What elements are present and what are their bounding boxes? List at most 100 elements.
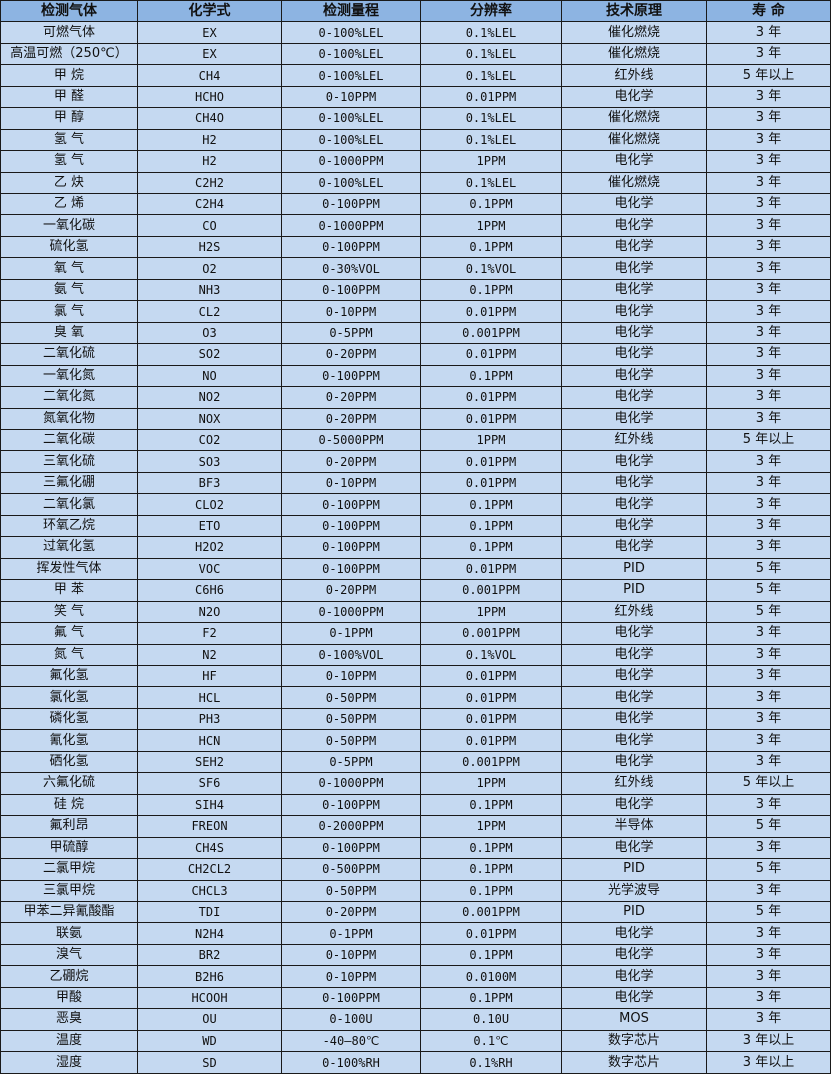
cell-gas-name: 硫化氢 bbox=[0, 235, 138, 259]
cell-resolution: 1PPM bbox=[420, 428, 562, 452]
cell-formula: CO2 bbox=[137, 428, 282, 452]
cell-principle: 电化学 bbox=[561, 386, 707, 409]
cell-gas-name: 甲 苯 bbox=[0, 579, 138, 602]
cell-formula: H2 bbox=[137, 128, 282, 152]
table-row: 二氧化氮 NO2 0-20PPM 0.01PPM 电化学 3 年 bbox=[0, 386, 831, 409]
table-row: 联氨 N2H4 0-1PPM 0.01PPM 电化学 3 年 bbox=[0, 922, 831, 945]
cell-formula: NH3 bbox=[137, 278, 282, 302]
table-row: 硅 烷 SIH4 0-100PPM 0.1PPM 电化学 3 年 bbox=[0, 793, 831, 817]
cell-gas-name: 一氧化碳 bbox=[0, 214, 138, 237]
cell-principle: 电化学 bbox=[561, 257, 707, 280]
cell-lifespan: 3 年 bbox=[706, 471, 831, 495]
cell-range: 0-20PPM bbox=[281, 386, 421, 409]
cell-range: 0-30%VOL bbox=[281, 257, 421, 280]
cell-gas-name: 二氧化碳 bbox=[0, 428, 138, 452]
table-row: 氮氧化物 NOX 0-20PPM 0.01PPM 电化学 3 年 bbox=[0, 407, 831, 431]
cell-gas-name: 三氯甲烷 bbox=[0, 879, 138, 902]
cell-gas-name: 溴气 bbox=[0, 943, 138, 967]
cell-lifespan: 3 年 bbox=[706, 664, 831, 688]
cell-range: 0-20PPM bbox=[281, 450, 421, 473]
table-row: 乙 烯 C2H4 0-100PPM 0.1PPM 电化学 3 年 bbox=[0, 193, 831, 216]
header-resolution: 分辨率 bbox=[420, 0, 562, 23]
cell-lifespan: 3 年 bbox=[706, 729, 831, 752]
cell-lifespan: 3 年 bbox=[706, 193, 831, 216]
table-row: 乙 炔 C2H2 0-100%LEL 0.1%LEL 催化燃烧 3 年 bbox=[0, 171, 831, 195]
cell-formula: H2S bbox=[137, 235, 282, 259]
cell-range: 0-50PPM bbox=[281, 707, 421, 731]
cell-lifespan: 5 年 bbox=[706, 815, 831, 838]
cell-resolution: 0.01PPM bbox=[420, 922, 562, 945]
cell-range: 0-10PPM bbox=[281, 943, 421, 967]
table-row: 环氧乙烷 ETO 0-100PPM 0.1PPM 电化学 3 年 bbox=[0, 514, 831, 538]
cell-formula: CL2 bbox=[137, 300, 282, 323]
cell-resolution: 0.1PPM bbox=[420, 879, 562, 902]
cell-range: 0-50PPM bbox=[281, 686, 421, 709]
cell-gas-name: 二氯甲烷 bbox=[0, 858, 138, 881]
cell-range: 0-100PPM bbox=[281, 793, 421, 817]
cell-principle: 电化学 bbox=[561, 407, 707, 431]
cell-lifespan: 5 年 bbox=[706, 900, 831, 924]
cell-range: 0-100PPM bbox=[281, 557, 421, 581]
cell-lifespan: 3 年 bbox=[706, 235, 831, 259]
cell-gas-name: 甲 醇 bbox=[0, 107, 138, 130]
cell-resolution: 1PPM bbox=[420, 600, 562, 624]
cell-range: 0-100%LEL bbox=[281, 42, 421, 66]
cell-resolution: 0.1℃ bbox=[420, 1029, 562, 1053]
table-row: 氧 气 O2 0-30%VOL 0.1%VOL 电化学 3 年 bbox=[0, 257, 831, 280]
cell-formula: NO bbox=[137, 364, 282, 388]
cell-gas-name: 氮 气 bbox=[0, 643, 138, 666]
cell-formula: SD bbox=[137, 1051, 282, 1074]
table-row: 硫化氢 H2S 0-100PPM 0.1PPM 电化学 3 年 bbox=[0, 235, 831, 259]
cell-principle: 电化学 bbox=[561, 750, 707, 774]
cell-lifespan: 3 年 bbox=[706, 343, 831, 366]
cell-formula: SO2 bbox=[137, 343, 282, 366]
cell-lifespan: 3 年 bbox=[706, 386, 831, 409]
cell-formula: CLO2 bbox=[137, 493, 282, 516]
cell-resolution: 0.1PPM bbox=[420, 193, 562, 216]
cell-principle: 电化学 bbox=[561, 450, 707, 473]
table-row: 甲硫醇 CH4S 0-100PPM 0.1PPM 电化学 3 年 bbox=[0, 836, 831, 860]
table-row: 三氧化硫 SO3 0-20PPM 0.01PPM 电化学 3 年 bbox=[0, 450, 831, 473]
cell-resolution: 0.1%RH bbox=[420, 1051, 562, 1074]
table-row: 过氧化氢 H2O2 0-100PPM 0.1PPM 电化学 3 年 bbox=[0, 536, 831, 559]
cell-resolution: 0.1%LEL bbox=[420, 128, 562, 152]
cell-resolution: 0.001PPM bbox=[420, 321, 562, 345]
table-row: 甲 苯 C6H6 0-20PPM 0.001PPM PID 5 年 bbox=[0, 579, 831, 602]
cell-resolution: 0.1PPM bbox=[420, 836, 562, 860]
cell-formula: SIH4 bbox=[137, 793, 282, 817]
cell-formula: F2 bbox=[137, 622, 282, 645]
cell-formula: N2O bbox=[137, 600, 282, 624]
cell-principle: 催化燃烧 bbox=[561, 171, 707, 195]
cell-formula: PH3 bbox=[137, 707, 282, 731]
table-row: 氯 气 CL2 0-10PPM 0.01PPM 电化学 3 年 bbox=[0, 300, 831, 323]
cell-range: 0-20PPM bbox=[281, 343, 421, 366]
cell-gas-name: 环氧乙烷 bbox=[0, 514, 138, 538]
table-row: 二氧化氯 CLO2 0-100PPM 0.1PPM 电化学 3 年 bbox=[0, 493, 831, 516]
table-row: 氢 气 H2 0-100%LEL 0.1%LEL 催化燃烧 3 年 bbox=[0, 128, 831, 152]
cell-resolution: 0.01PPM bbox=[420, 343, 562, 366]
cell-gas-name: 联氨 bbox=[0, 922, 138, 945]
cell-gas-name: 氯化氢 bbox=[0, 686, 138, 709]
cell-range: 0-100PPM bbox=[281, 536, 421, 559]
table-row: 溴气 BR2 0-10PPM 0.1PPM 电化学 3 年 bbox=[0, 943, 831, 967]
cell-resolution: 1PPM bbox=[420, 214, 562, 237]
cell-resolution: 0.1PPM bbox=[420, 278, 562, 302]
cell-resolution: 0.01PPM bbox=[420, 300, 562, 323]
cell-principle: 催化燃烧 bbox=[561, 42, 707, 66]
table-row: 甲酸 HCOOH 0-100PPM 0.1PPM 电化学 3 年 bbox=[0, 986, 831, 1010]
table-row: 氨 气 NH3 0-100PPM 0.1PPM 电化学 3 年 bbox=[0, 278, 831, 302]
cell-lifespan: 3 年 bbox=[706, 1008, 831, 1031]
cell-lifespan: 3 年 bbox=[706, 836, 831, 860]
cell-principle: 电化学 bbox=[561, 836, 707, 860]
cell-formula: NOX bbox=[137, 407, 282, 431]
cell-gas-name: 甲 醛 bbox=[0, 85, 138, 109]
header-lifespan: 寿 命 bbox=[706, 0, 831, 23]
cell-gas-name: 硅 烷 bbox=[0, 793, 138, 817]
cell-gas-name: 一氧化氮 bbox=[0, 364, 138, 388]
cell-gas-name: 可燃气体 bbox=[0, 21, 138, 44]
cell-principle: 电化学 bbox=[561, 729, 707, 752]
cell-lifespan: 3 年 bbox=[706, 707, 831, 731]
cell-principle: 电化学 bbox=[561, 235, 707, 259]
table-row: 氯化氢 HCL 0-50PPM 0.01PPM 电化学 3 年 bbox=[0, 686, 831, 709]
